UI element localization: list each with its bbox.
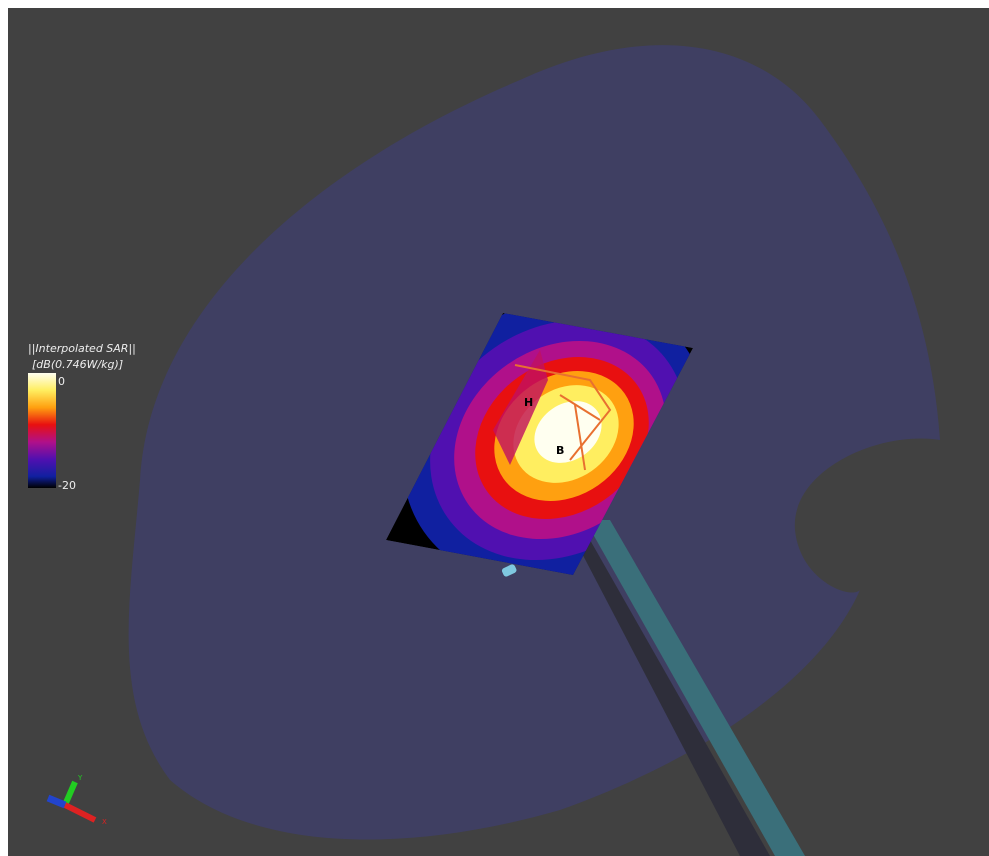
axis-label: Y	[77, 774, 83, 782]
colorbar	[28, 373, 56, 488]
marker-label: H	[524, 396, 533, 409]
colorbar-tick-label: 0	[58, 375, 65, 388]
rod-shadow	[575, 540, 770, 856]
colorbar-unit: [dB(0.746W/kg)]	[32, 358, 123, 371]
axes-triad: Y X	[46, 774, 107, 826]
connector	[501, 564, 517, 577]
rod	[585, 520, 805, 856]
marker-label: B	[556, 444, 564, 457]
colorbar-tick-label: -20	[58, 479, 76, 492]
colorbar-title: ||Interpolated SAR||	[28, 342, 136, 355]
axis-label: X	[102, 818, 107, 826]
